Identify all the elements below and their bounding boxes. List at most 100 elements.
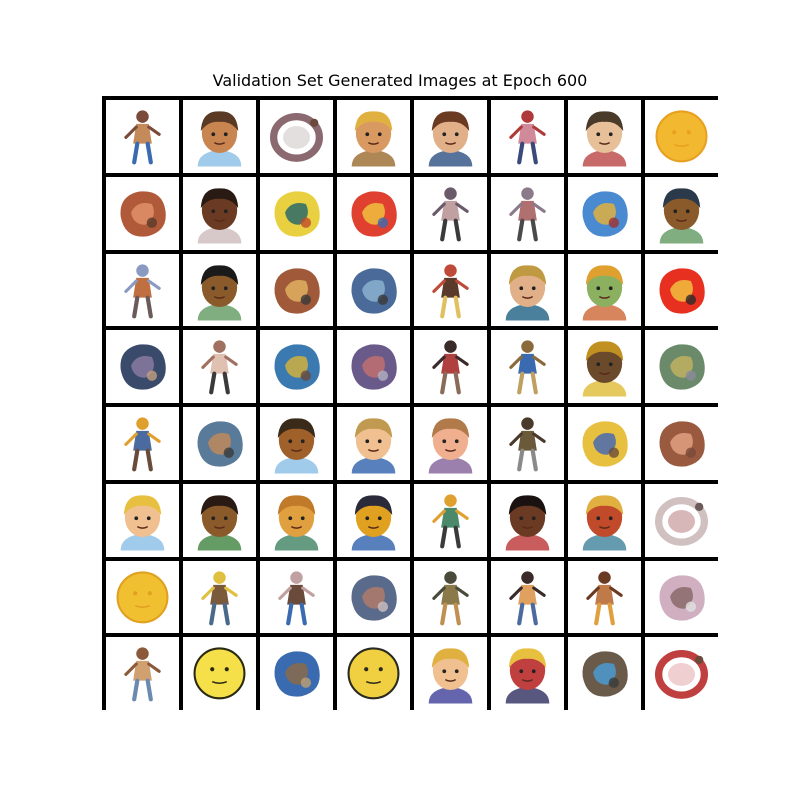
generated-image-figure [124, 110, 161, 165]
generated-image-thumbnail [260, 330, 333, 403]
generated-image-thumbnail [645, 253, 718, 327]
generated-image-thumbnail [414, 637, 487, 710]
generated-image-figure [124, 647, 161, 702]
generated-image-face [351, 111, 396, 167]
generated-image-face [505, 264, 550, 321]
generated-image-thumbnail [491, 483, 564, 557]
generated-image-thumbnail [106, 637, 179, 710]
generated-image-thumbnail [183, 483, 256, 557]
generated-image-thumbnail [568, 330, 641, 403]
generated-image-thumbnail [183, 100, 256, 173]
generated-image-thumbnail [645, 330, 718, 403]
generated-image-figure [509, 110, 546, 165]
generated-image-thumbnail [337, 560, 410, 634]
generated-image-thumbnail [414, 330, 487, 403]
generated-image-thumbnail [337, 483, 410, 557]
generated-image-thumbnail [337, 176, 410, 250]
generated-image-thumbnail [260, 407, 333, 480]
generated-image-blob [582, 191, 628, 237]
generated-image-face [428, 418, 473, 474]
generated-image-thumbnail [260, 483, 333, 557]
generated-image-thumbnail [568, 100, 641, 173]
generated-image-thumbnail [568, 637, 641, 710]
generated-image-face [197, 188, 242, 244]
generated-image-face [351, 418, 396, 474]
generated-image-thumbnail [337, 253, 410, 327]
generated-image-face [351, 495, 396, 551]
generated-image-thumbnail [645, 560, 718, 634]
generated-image-figure [201, 340, 238, 395]
generated-image-thumbnail [260, 100, 333, 173]
generated-image-ring [269, 112, 324, 162]
generated-image-thumbnail [260, 637, 333, 710]
generated-image-thumbnail [491, 407, 564, 480]
generated-image-thumbnail [260, 253, 333, 327]
generated-image-thumbnail [491, 253, 564, 327]
generated-image-thumbnail [183, 560, 256, 634]
generated-image-face [120, 495, 165, 551]
generated-image-thumbnail [414, 176, 487, 250]
generated-image-thumbnail [260, 176, 333, 250]
generated-image-blob [582, 651, 628, 697]
generated-image-face [582, 495, 627, 551]
generated-image-thumbnail [106, 176, 179, 250]
generated-image-face [197, 264, 242, 321]
generated-image-figure [509, 187, 546, 242]
generated-image-blob [582, 421, 628, 467]
generated-image-thumbnail [106, 560, 179, 634]
generated-image-face [197, 111, 242, 167]
generated-image-blob [659, 421, 705, 467]
generated-image-thumbnail [568, 560, 641, 634]
generated-image-figure [124, 263, 161, 318]
generated-image-thumbnail [645, 176, 718, 250]
generated-image-thumbnail [645, 483, 718, 557]
generated-image-figure [201, 570, 238, 625]
generated-image-blob [120, 344, 166, 390]
generated-image-ring [654, 650, 709, 700]
generated-image-thumbnail [106, 253, 179, 327]
generated-image-figure [278, 570, 315, 625]
generated-image-figure [124, 417, 161, 472]
generated-image-thumbnail [645, 407, 718, 480]
generated-image-face [428, 648, 473, 704]
generated-image-blob [351, 267, 397, 314]
generated-image-figure [586, 570, 623, 625]
generated-image-thumbnail [491, 637, 564, 710]
generated-image-thumbnail [183, 176, 256, 250]
generated-image-ring [654, 496, 709, 546]
generated-image-blob [351, 574, 397, 621]
image-grid [102, 96, 718, 710]
generated-image-thumbnail [106, 483, 179, 557]
generated-image-blob [659, 574, 705, 621]
generated-image-blob [351, 344, 397, 390]
generated-image-thumbnail [414, 407, 487, 480]
generated-image-thumbnail [645, 100, 718, 173]
generated-image-thumbnail [337, 330, 410, 403]
generated-image-figure [432, 263, 469, 318]
generated-image-thumbnail [337, 637, 410, 710]
generated-image-figure [509, 340, 546, 395]
generated-image-blob [274, 191, 320, 237]
generated-image-round [655, 110, 708, 163]
generated-image-thumbnail [491, 100, 564, 173]
generated-image-thumbnail [491, 560, 564, 634]
generated-image-blob [351, 191, 397, 237]
generated-image-face [274, 418, 319, 474]
generated-image-thumbnail [568, 483, 641, 557]
generated-image-face [505, 495, 550, 551]
generated-image-figure [432, 494, 469, 549]
generated-image-thumbnail [414, 100, 487, 173]
generated-image-round [347, 647, 400, 700]
generated-image-figure [509, 570, 546, 625]
generated-image-face [582, 341, 627, 397]
generated-image-round [193, 647, 246, 700]
generated-image-thumbnail [337, 100, 410, 173]
generated-image-thumbnail [183, 330, 256, 403]
generated-image-blob [274, 267, 320, 314]
generated-image-figure [509, 417, 546, 472]
generated-image-blob [274, 651, 320, 697]
generated-image-thumbnail [568, 407, 641, 480]
generated-image-thumbnail [183, 637, 256, 710]
generated-image-thumbnail [414, 483, 487, 557]
generated-image-face [274, 495, 319, 551]
